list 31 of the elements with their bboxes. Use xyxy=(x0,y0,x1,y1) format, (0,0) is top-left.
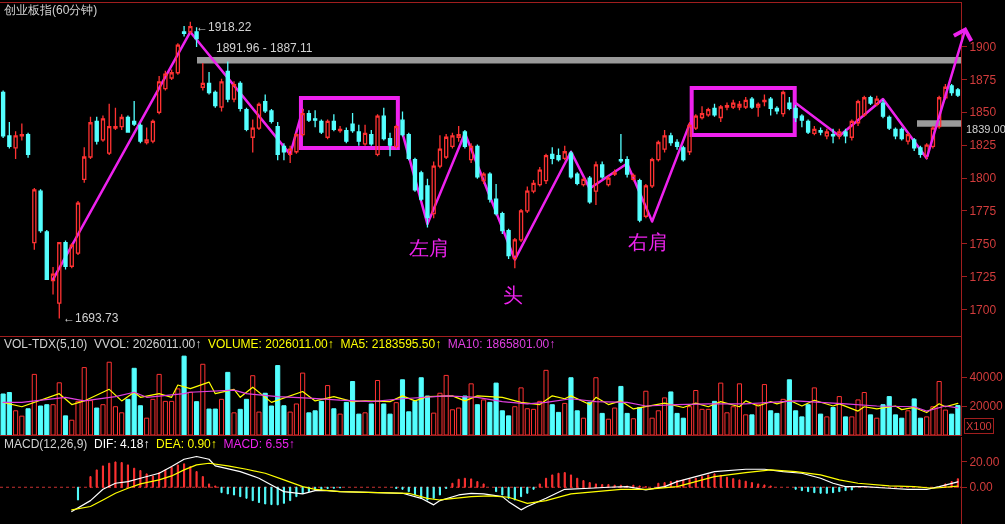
series-label: DEA: 0.90↑ xyxy=(156,437,217,451)
chart-title: MACD(12,26,9) xyxy=(4,437,88,451)
band-label: 1891.96 - 1887.11 xyxy=(216,41,313,55)
y-tick-label: 20.00 xyxy=(969,454,1000,469)
y-tick-label: 1800 xyxy=(969,171,997,186)
annotation: ←1918.22 xyxy=(196,20,252,34)
text: MA5: 2183595.50↑ xyxy=(340,337,442,351)
y-tick-label: 1900 xyxy=(969,39,997,54)
annotation: VOLUME: 2026011.00↑ xyxy=(207,337,334,351)
band-label: 1839.00 xyxy=(966,123,1005,135)
text: MA10: 1865801.00↑ xyxy=(447,337,556,351)
chart-title: VOL-TDX(5,10) xyxy=(4,337,88,351)
series-label: DIF: 4.18↑ xyxy=(94,437,150,451)
y-tick-label: 1750 xyxy=(969,237,997,252)
chart-title: 创业板指(60分钟) xyxy=(4,3,98,17)
y-tick-label: 1875 xyxy=(969,72,997,87)
y-tick-label: 20000 xyxy=(969,399,1004,414)
annotation: 右肩 xyxy=(628,231,668,253)
y-tick-label: 1725 xyxy=(969,269,997,284)
y-tick-label: 40000 xyxy=(969,370,1004,385)
annotation: 头 xyxy=(503,284,523,306)
y-tick-label: 1825 xyxy=(969,138,997,153)
y-axis-title: X100 xyxy=(966,420,992,432)
y-tick-label: 0.00 xyxy=(969,480,994,495)
annotation: VVOL: 2026011.00↑ xyxy=(94,337,202,351)
y-tick-label: 1700 xyxy=(969,302,997,317)
annotation: 左肩 xyxy=(409,237,449,259)
annotation: ←1693.73 xyxy=(63,311,119,325)
y-tick-label: 1850 xyxy=(969,105,997,120)
y-tick-label: 1775 xyxy=(969,204,997,219)
annotation: MACD: 6.55↑ xyxy=(223,437,295,451)
